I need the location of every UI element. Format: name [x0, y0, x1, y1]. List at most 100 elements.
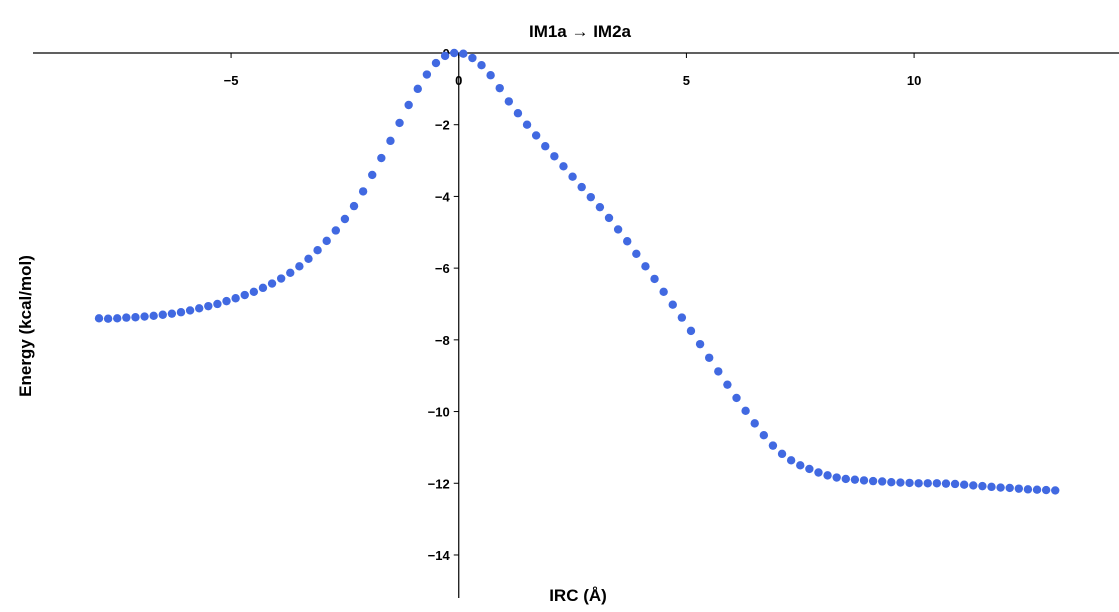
data-point: [149, 311, 158, 321]
data-point: [659, 287, 668, 296]
data-point: [313, 246, 322, 255]
data-point: [295, 262, 304, 271]
data-point: [850, 475, 860, 484]
data-point: [449, 48, 459, 58]
data-point: [213, 299, 222, 309]
y-tick-label: −6: [435, 261, 450, 276]
data-point: [996, 483, 1005, 492]
data-point: [641, 262, 650, 271]
data-point: [723, 380, 732, 389]
data-point: [504, 97, 514, 106]
data-point: [386, 136, 395, 146]
data-point: [322, 236, 331, 246]
data-point: [604, 213, 614, 223]
data-point: [650, 274, 659, 284]
data-point: [1005, 483, 1014, 493]
data-point: [686, 326, 696, 336]
data-point: [969, 481, 978, 490]
data-point: [276, 274, 286, 283]
data-point: [677, 313, 687, 322]
data-point: [94, 314, 104, 323]
data-point: [595, 202, 605, 212]
data-point: [404, 100, 413, 110]
x-tick-label: 0: [455, 73, 462, 88]
data-point: [368, 170, 377, 180]
y-tick-label: −8: [435, 333, 450, 348]
data-point: [131, 313, 140, 322]
x-tick-label: 10: [907, 73, 921, 88]
data-point: [814, 468, 823, 477]
data-point: [914, 479, 923, 488]
data-point: [468, 53, 477, 63]
data-point: [1032, 485, 1042, 494]
data-point: [932, 479, 942, 488]
data-point: [204, 301, 213, 311]
x-tick-label: 5: [683, 73, 690, 88]
data-point: [559, 162, 568, 171]
data-point: [832, 473, 841, 482]
data-point: [786, 456, 796, 465]
x-tick-label: −5: [224, 73, 239, 88]
data-point: [1051, 486, 1060, 495]
data-point: [668, 300, 677, 309]
data-point: [750, 419, 759, 428]
y-axis-title: Energy (kcal/mol): [16, 255, 35, 397]
data-point: [122, 313, 131, 322]
data-point: [167, 309, 177, 318]
data-point: [1023, 485, 1033, 494]
data-point: [395, 118, 404, 128]
data-point: [140, 312, 149, 321]
data-point: [577, 182, 586, 192]
data-point: [459, 49, 468, 58]
y-tick-label: −14: [428, 548, 451, 563]
data-point: [732, 393, 741, 403]
data-point: [286, 268, 295, 277]
data-point: [741, 406, 750, 416]
data-point: [304, 254, 313, 264]
data-point: [805, 464, 814, 474]
data-point: [878, 477, 887, 486]
data-point: [1041, 485, 1051, 495]
data-point: [495, 83, 504, 93]
data-point: [522, 120, 532, 129]
data-point: [868, 476, 878, 486]
data-point: [195, 304, 204, 313]
data-point: [486, 71, 495, 80]
y-tick-label: −4: [435, 189, 451, 204]
data-point: [759, 431, 769, 440]
data-point: [258, 283, 268, 293]
data-point: [176, 308, 186, 317]
data-point: [887, 477, 896, 487]
data-point: [896, 478, 905, 487]
data-point: [1014, 484, 1024, 493]
data-point: [185, 306, 195, 315]
data-point: [513, 109, 523, 118]
y-tick-label: −12: [428, 476, 450, 491]
data-point: [113, 314, 122, 323]
data-point: [841, 474, 850, 484]
data-point: [823, 471, 832, 480]
data-point: [477, 60, 486, 70]
data-point: [777, 449, 787, 459]
data-point: [768, 441, 778, 450]
data-point: [704, 353, 714, 362]
data-point: [431, 58, 441, 68]
data-point: [240, 290, 249, 300]
data-point: [440, 51, 450, 61]
data-point: [349, 201, 359, 211]
data-point: [158, 310, 167, 319]
data-point: [905, 478, 914, 488]
data-point: [987, 482, 996, 492]
data-point: [859, 476, 869, 485]
y-tick-label: −10: [428, 405, 450, 420]
chart-title: IM1a → IM2a: [529, 22, 632, 41]
data-point: [541, 142, 550, 151]
data-point: [623, 237, 632, 246]
data-point: [978, 481, 987, 491]
data-point: [103, 314, 113, 323]
data-points: [94, 48, 1060, 495]
data-point: [340, 214, 350, 224]
x-axis-title: IRC (Å): [549, 586, 607, 605]
data-point: [331, 226, 341, 235]
data-point: [959, 480, 969, 489]
